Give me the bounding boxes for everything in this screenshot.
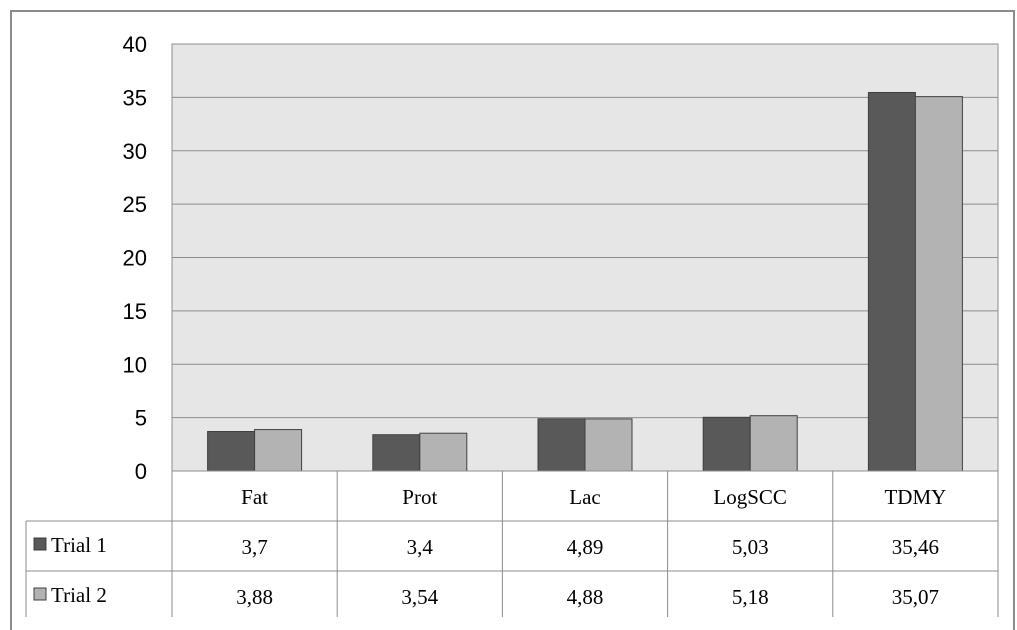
- category-label: Prot: [402, 485, 437, 509]
- y-tick-label: 30: [123, 139, 147, 164]
- category-label: Fat: [241, 485, 268, 509]
- bar-1: [372, 434, 421, 472]
- legend-swatch-1: [33, 537, 47, 551]
- bar-2: [584, 418, 633, 472]
- data-table-cell: 4,89: [567, 535, 604, 559]
- y-tick-label: 35: [123, 85, 147, 110]
- bar-2: [254, 429, 303, 472]
- bar-2: [749, 415, 798, 472]
- series-label: Trial 1: [51, 533, 107, 557]
- data-table-cell: 3,4: [407, 535, 434, 559]
- legend-swatch-2: [33, 587, 47, 601]
- data-table-cell: 4,88: [567, 585, 604, 609]
- data-table-cell: 3,7: [241, 535, 267, 559]
- y-tick-label: 25: [123, 192, 147, 217]
- category-label: TDMY: [884, 485, 946, 509]
- y-tick-label: 10: [123, 352, 147, 377]
- bar-1: [702, 416, 751, 472]
- bar-1: [537, 418, 586, 472]
- chart-frame: [10, 10, 1015, 630]
- bar-1: [867, 91, 916, 472]
- series-label: Trial 2: [51, 583, 107, 607]
- data-table-cell: 5,18: [732, 585, 769, 609]
- bar-1: [207, 431, 256, 472]
- y-tick-label: 5: [135, 406, 147, 431]
- y-tick-label: 15: [123, 299, 147, 324]
- category-label: Lac: [569, 485, 600, 509]
- data-table-cell: 3,88: [236, 585, 273, 609]
- category-label: LogSCC: [713, 485, 787, 509]
- data-table-cell: 35,46: [892, 535, 939, 559]
- data-table-cell: 5,03: [732, 535, 769, 559]
- data-table-cell: 35,07: [892, 585, 939, 609]
- y-tick-label: 0: [135, 459, 147, 484]
- bar-2: [419, 432, 468, 472]
- bar-chart: 0 5 10 15 20 25 30 35 40 Fat Prot Lac LogSCC TDMY Tria…: [25, 32, 999, 617]
- y-tick-label: 20: [123, 246, 147, 271]
- bar-2: [914, 96, 963, 472]
- y-tick-label: 40: [123, 32, 147, 57]
- data-table-cell: 3,54: [401, 585, 438, 609]
